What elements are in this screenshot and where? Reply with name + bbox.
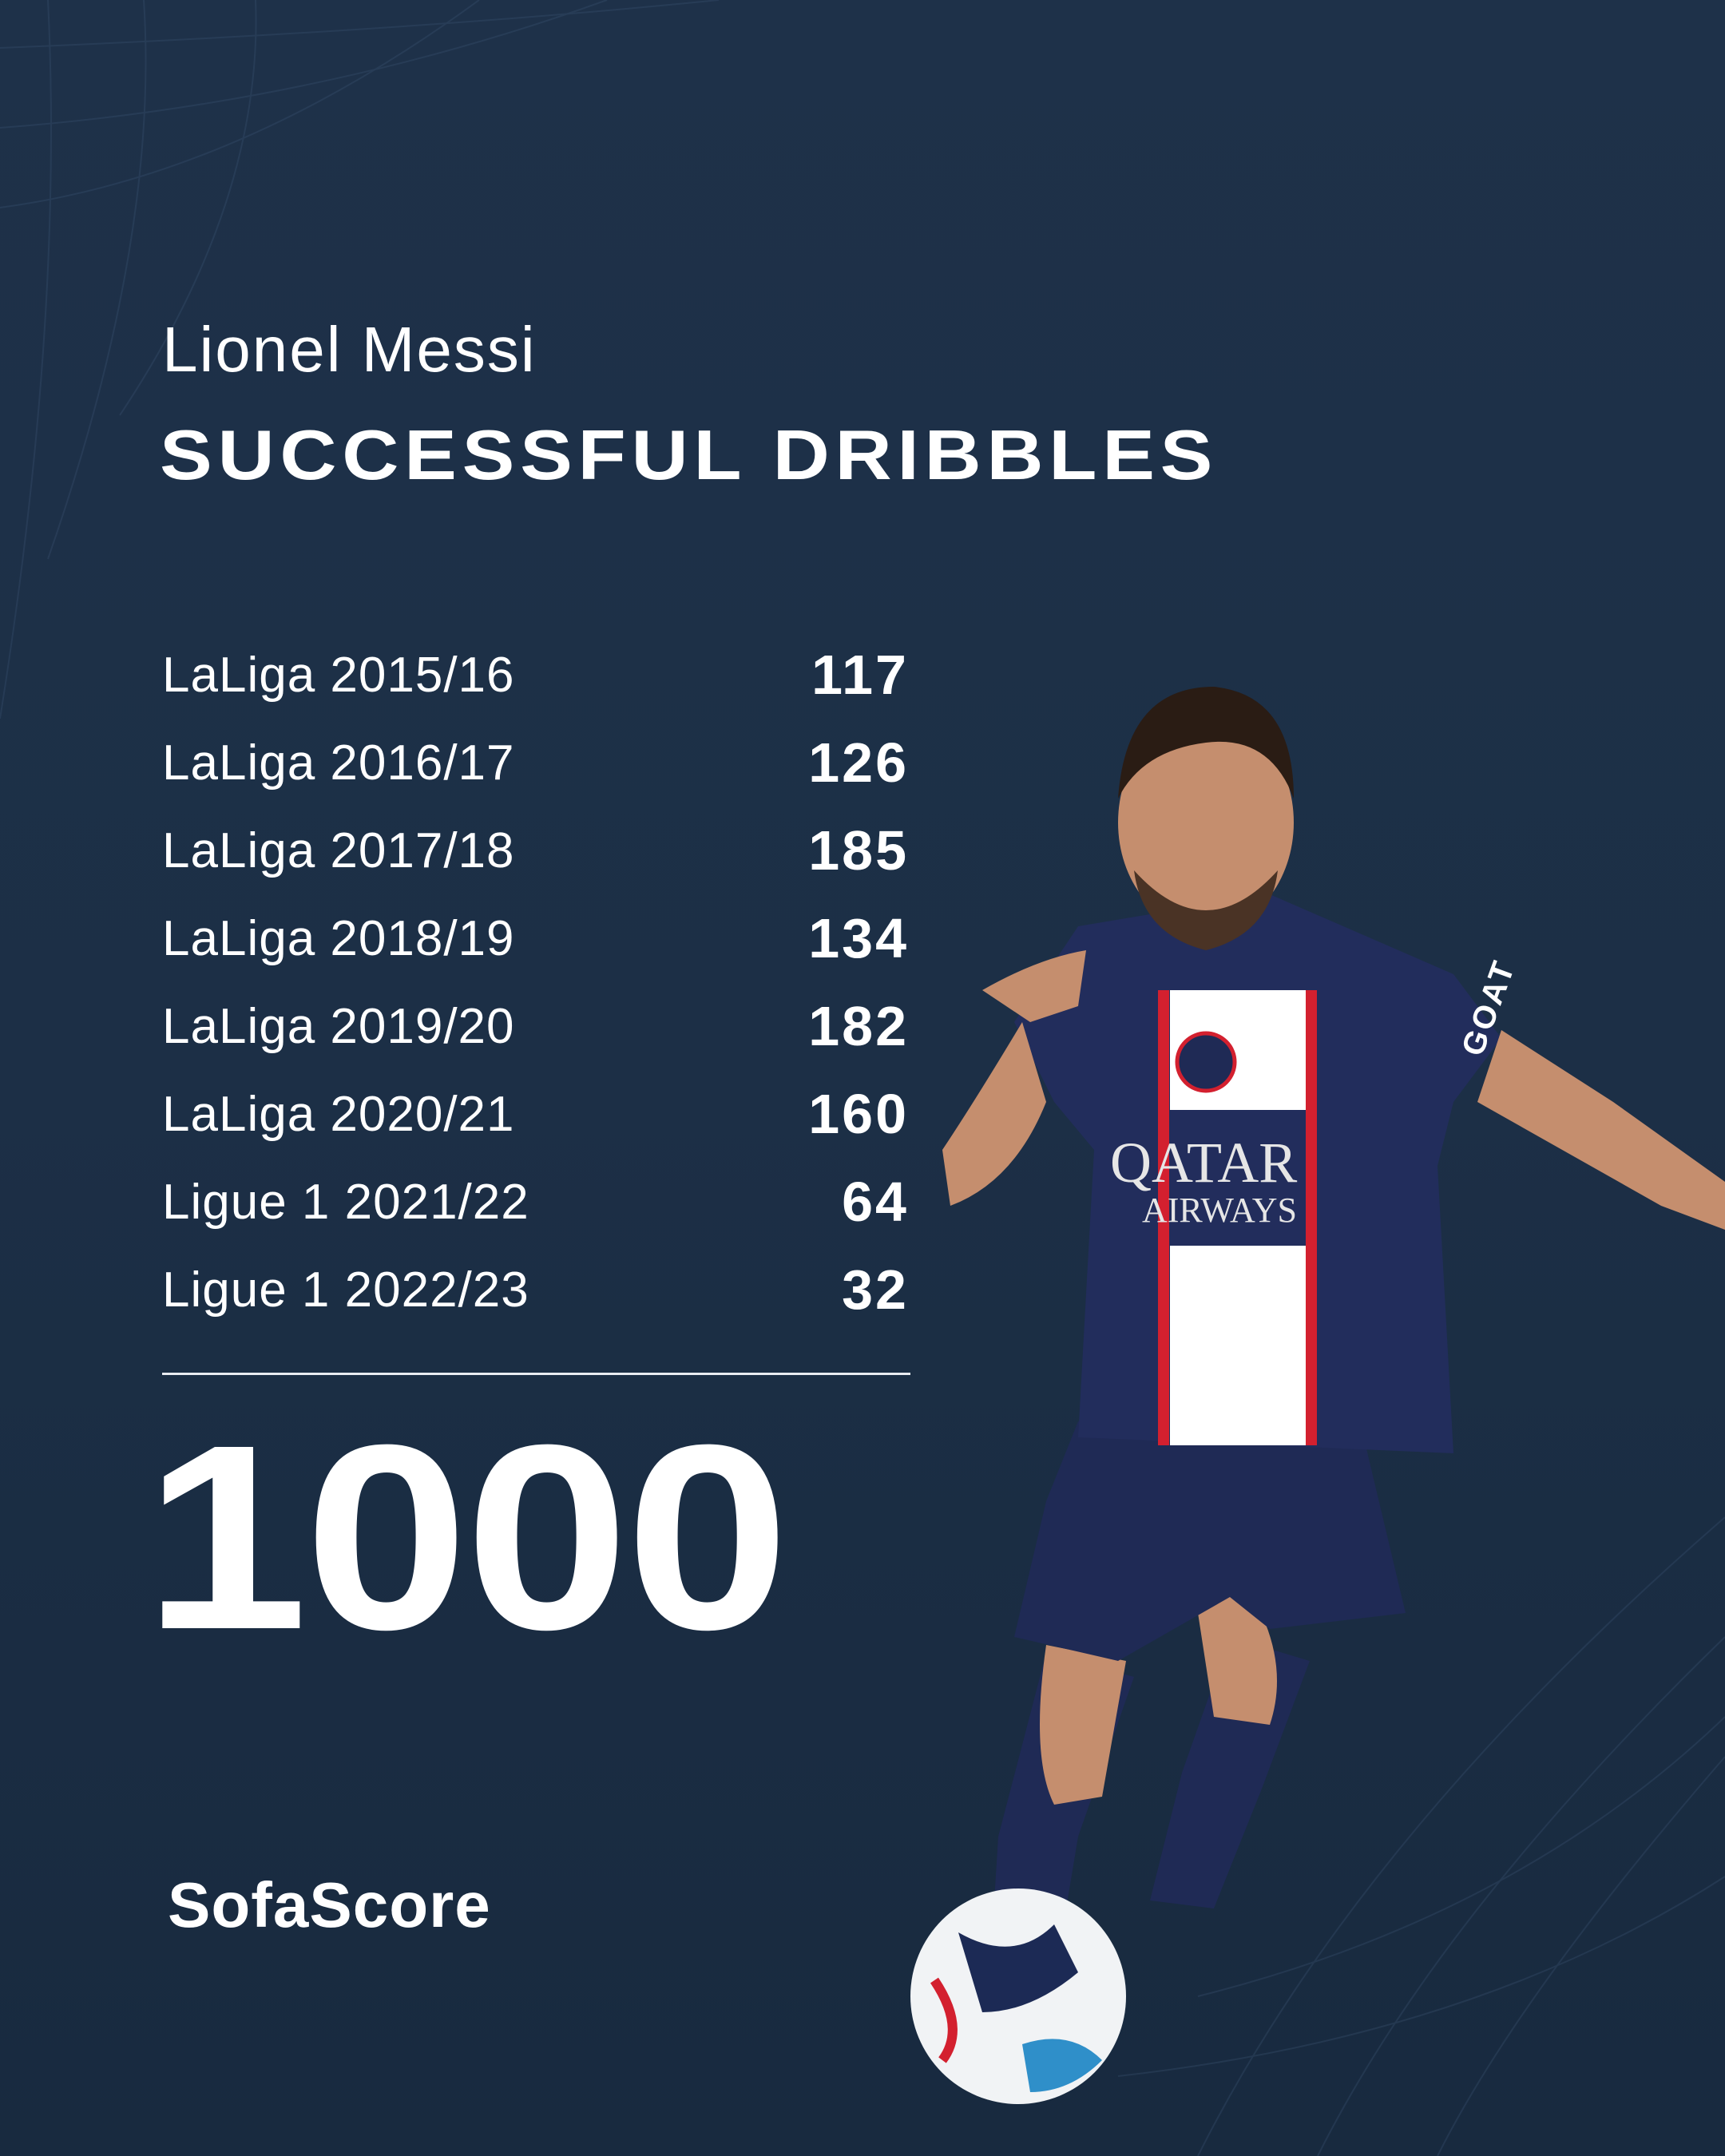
season-label: LaLiga 2017/18 bbox=[162, 822, 515, 878]
season-value: 117 bbox=[811, 644, 909, 706]
season-value: 182 bbox=[808, 995, 909, 1057]
season-row: LaLiga 2019/20 182 bbox=[162, 982, 909, 1070]
season-label: LaLiga 2016/17 bbox=[162, 735, 515, 791]
season-label: LaLiga 2018/19 bbox=[162, 910, 515, 966]
stat-title: SUCCESSFUL DRIBBLES bbox=[160, 415, 1219, 494]
season-row: LaLiga 2017/18 185 bbox=[162, 807, 909, 894]
season-value: 32 bbox=[842, 1258, 909, 1321]
season-row: Ligue 1 2021/22 64 bbox=[162, 1158, 909, 1246]
season-value: 185 bbox=[808, 819, 909, 882]
season-row: LaLiga 2015/16 117 bbox=[162, 631, 909, 719]
total-dribbles: 1000 bbox=[144, 1389, 790, 1684]
sofascore-logo: SofaScore bbox=[168, 1869, 491, 1940]
sponsor-text-2: AIRWAYS bbox=[1142, 1191, 1297, 1230]
season-label: LaLiga 2015/16 bbox=[162, 647, 515, 703]
season-row: LaLiga 2016/17 126 bbox=[162, 719, 909, 807]
player-photo: QATAR AIRWAYS GOAT bbox=[910, 687, 1725, 2104]
season-label: LaLiga 2020/21 bbox=[162, 1086, 515, 1142]
season-list: LaLiga 2015/16 117 LaLiga 2016/17 126 LaLi… bbox=[162, 631, 909, 1334]
season-value: 134 bbox=[808, 907, 909, 969]
season-value: 126 bbox=[808, 731, 909, 794]
divider bbox=[162, 1373, 910, 1375]
season-label: Ligue 1 2021/22 bbox=[162, 1174, 529, 1230]
season-row: LaLiga 2018/19 134 bbox=[162, 894, 909, 982]
season-label: Ligue 1 2022/23 bbox=[162, 1262, 529, 1318]
season-row: Ligue 1 2022/23 32 bbox=[162, 1246, 909, 1334]
sponsor-text: QATAR bbox=[1110, 1131, 1297, 1195]
season-label: LaLiga 2019/20 bbox=[162, 998, 515, 1054]
season-row: LaLiga 2020/21 160 bbox=[162, 1070, 909, 1158]
season-value: 160 bbox=[808, 1083, 909, 1145]
player-name: Lionel Messi bbox=[162, 314, 537, 385]
season-value: 64 bbox=[842, 1171, 909, 1233]
